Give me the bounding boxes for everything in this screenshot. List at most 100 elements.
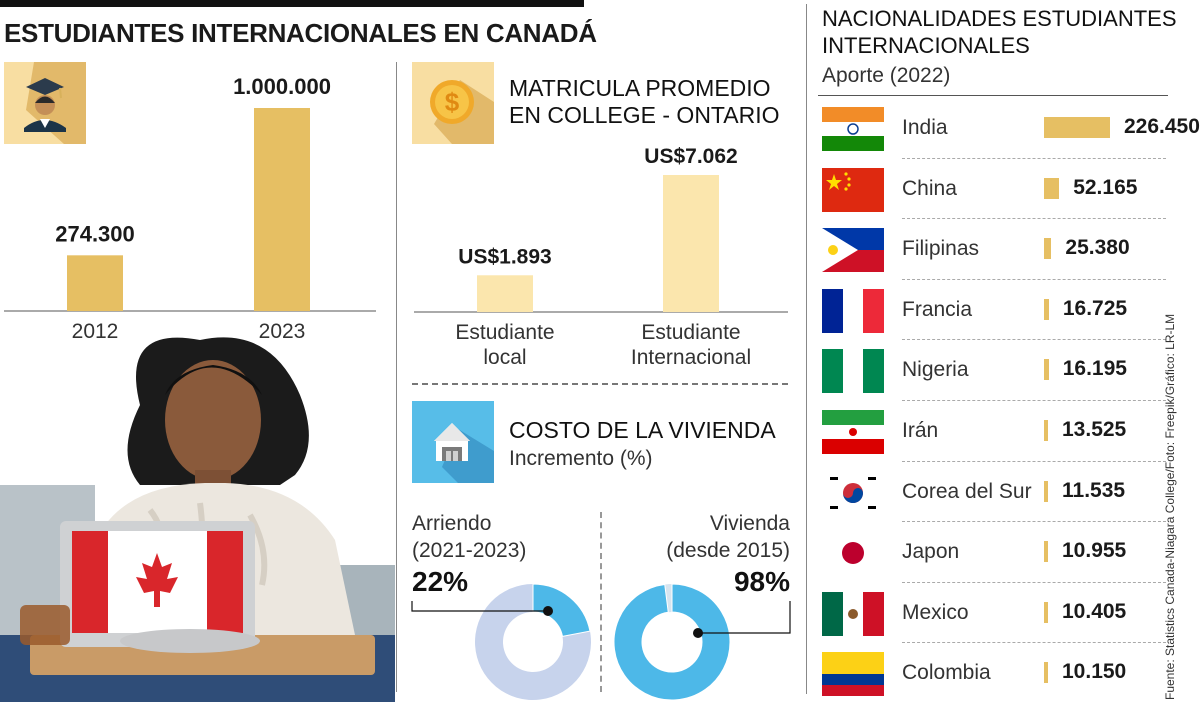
tuition-title-line2: EN COLLEGE - ONTARIO [509, 102, 780, 128]
nat-bar-nigeria [1044, 359, 1049, 381]
donut-label-line1-2: Vivienda [710, 512, 790, 535]
dollar-coin-icon: $ [412, 62, 494, 144]
page-title: ESTUDIANTES INTERNACIONALES EN CANADÁ [4, 18, 597, 48]
nat-subtitle: Aporte (2022) [822, 64, 951, 87]
country-name-filipinas: Filipinas [902, 237, 980, 261]
country-name-corea-del-sur: Corea del Sur [902, 479, 1032, 503]
nat-row-separator [902, 642, 1166, 644]
donut-leader-1 [411, 601, 548, 612]
nat-bar-colombia [1044, 662, 1048, 684]
flag-india-icon [822, 107, 884, 151]
tuition-value-2: US$7.062 [644, 145, 737, 168]
country-name-china: China [902, 176, 957, 200]
students-value-2023: 1.000.000 [233, 74, 331, 99]
nat-bar-japon [1044, 541, 1048, 563]
nat-bar-india [1044, 117, 1110, 138]
nat-value-china: 52.165 [1073, 175, 1138, 199]
donut-remainder-2 [664, 584, 672, 613]
nat-row-separator [902, 521, 1166, 523]
country-name-japon: Japon [902, 540, 960, 564]
nat-row-separator [902, 581, 1166, 583]
tuition-label-line2-1: local [483, 346, 526, 369]
nat-bar-corea-del-sur [1044, 480, 1048, 502]
tuition-bar-1 [477, 275, 533, 312]
nat-title-line1: NACIONALIDADES ESTUDIANTES [822, 6, 1177, 31]
donut-label-line2-2: (desde 2015) [666, 539, 790, 562]
tuition-value-1: US$1.893 [458, 245, 551, 268]
students-bar-2012 [67, 255, 123, 311]
students-value-2012: 274.300 [55, 221, 135, 246]
tuition-label-line2-2: Internacional [631, 346, 751, 369]
top-rule [0, 0, 584, 7]
nat-row-separator [902, 460, 1166, 462]
nat-value-filipinas: 25.380 [1065, 236, 1130, 260]
flag-japon-icon [822, 531, 884, 576]
students-year-2023: 2023 [259, 320, 306, 343]
donut-value-1: 22% [412, 566, 468, 597]
canada-flag-laptop-photo [0, 337, 395, 702]
flag-colombia-icon [822, 652, 884, 697]
nat-bar-mexico [1044, 601, 1048, 623]
nat-value-ir-n: 13.525 [1062, 418, 1127, 441]
nat-header-rule [818, 95, 1168, 96]
housing-donut-charts: Arriendo (2021-2023) 22% Vivienda (desde 201… [411, 512, 791, 701]
housing-subtitle: Incremento (%) [509, 447, 653, 470]
nat-value-mexico: 10.405 [1062, 599, 1127, 623]
housing-title: COSTO DE LA VIVIENDA [509, 417, 776, 443]
country-name-ir-n: Irán [902, 419, 939, 442]
country-name-nigeria: Nigeria [902, 358, 969, 382]
tuition-label-line1-2: Estudiante [641, 321, 740, 344]
donut-leader-dot-2 [693, 628, 703, 638]
flag-nigeria-icon [822, 349, 884, 394]
graduate-icon [4, 62, 86, 144]
nat-value-francia: 16.725 [1062, 296, 1128, 320]
svg-text:$: $ [445, 87, 460, 117]
section-dash-separator [412, 383, 788, 385]
tuition-bar-chart: US$1.893EstudiantelocalUS$7.062Estudiant… [414, 145, 788, 369]
divider-left [396, 62, 397, 692]
nat-value-japon: 10.955 [1062, 539, 1127, 563]
tuition-label-line1-1: Estudiante [455, 321, 554, 344]
divider-right [806, 4, 807, 694]
donut-remainder-1 [475, 584, 591, 700]
nat-row-separator [902, 400, 1166, 401]
flag-china-icon [822, 167, 884, 212]
country-name-india: India [902, 116, 948, 139]
tuition-bar-2 [663, 175, 719, 312]
country-name-francia: Francia [902, 297, 973, 321]
nat-bar-filipinas [1044, 238, 1052, 260]
nat-value-corea-del-sur: 11.535 [1062, 478, 1126, 502]
students-bar-chart: 274.300 2012 1.000.000 2023 [4, 74, 376, 343]
nat-row-separator [902, 157, 1166, 159]
tuition-title-line1: MATRICULA PROMEDIO [509, 75, 771, 101]
donut-value-2: 98% [734, 566, 790, 597]
donut-slice-2 [613, 583, 731, 701]
nat-value-colombia: 10.150 [1062, 660, 1127, 684]
donut-leader-dot-1 [543, 606, 553, 616]
country-name-mexico: Mexico [902, 600, 969, 624]
donut-label-line2-1: (2021-2023) [412, 539, 526, 562]
flag-francia-icon [822, 288, 884, 333]
flag-filipinas-icon [822, 228, 884, 273]
nat-value-india: 226.450 [1124, 115, 1200, 138]
nat-row-separator [902, 339, 1166, 341]
donut-dash-separator [600, 512, 602, 692]
country-name-colombia: Colombia [902, 661, 991, 685]
nat-title-line2: INTERNACIONALES [822, 33, 1030, 58]
nat-row-separator [902, 218, 1166, 220]
nat-row-separator [902, 278, 1166, 280]
donut-leader-2 [698, 601, 791, 634]
nat-bar-francia [1044, 298, 1049, 320]
nat-bar-ir-n [1044, 420, 1048, 441]
flag-corea-del-sur-icon [822, 470, 884, 515]
nat-value-nigeria: 16.195 [1062, 357, 1127, 381]
students-bar-2023 [254, 108, 310, 311]
students-year-2012: 2012 [72, 320, 119, 343]
nat-bar-china [1044, 177, 1060, 199]
donut-label-line1-1: Arriendo [412, 512, 491, 535]
flag-mexico-icon [822, 591, 884, 636]
flag-ir-n-icon [822, 410, 884, 454]
house-icon [412, 401, 494, 483]
source-note: Fuente: Statistics Canada-Niagara Colleg… [1163, 313, 1177, 700]
donut-slice-1 [532, 583, 591, 637]
